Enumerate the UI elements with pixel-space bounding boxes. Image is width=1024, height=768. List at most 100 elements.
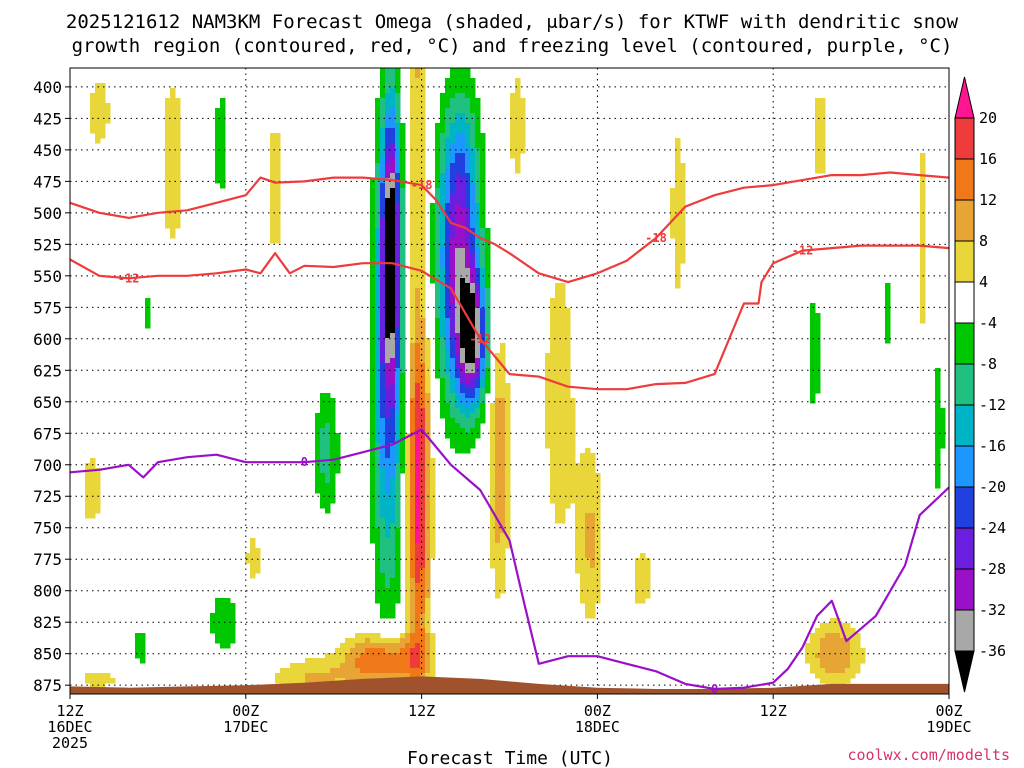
omega-cell	[175, 178, 181, 184]
omega-cell	[490, 483, 496, 489]
omega-cell	[440, 223, 446, 229]
omega-cell	[595, 488, 601, 494]
omega-cell	[935, 403, 941, 409]
omega-cell	[520, 113, 526, 119]
omega-cell	[445, 168, 451, 174]
omega-cell	[635, 563, 641, 569]
omega-cell	[500, 408, 506, 414]
omega-cell	[325, 438, 331, 444]
omega-cell	[400, 403, 406, 409]
omega-cell	[810, 373, 816, 379]
omega-cell	[385, 378, 391, 384]
omega-cell	[315, 443, 321, 449]
omega-cell	[640, 598, 646, 604]
omega-cell	[545, 438, 551, 444]
freezing-level-label: 0	[711, 682, 718, 696]
omega-cell	[450, 103, 456, 109]
omega-cell	[220, 138, 226, 144]
omega-cell	[830, 623, 836, 629]
omega-cell	[465, 348, 471, 354]
omega-cell	[460, 88, 466, 94]
omega-cell	[140, 643, 146, 649]
omega-cell	[165, 128, 171, 134]
omega-cell	[375, 473, 381, 479]
omega-cell	[330, 678, 336, 684]
omega-cell	[410, 228, 416, 234]
omega-cell	[445, 363, 451, 369]
omega-cell	[395, 168, 401, 174]
omega-cell	[550, 413, 556, 419]
omega-cell	[360, 673, 366, 679]
omega-cell	[545, 418, 551, 424]
omega-cell	[385, 358, 391, 364]
omega-cell	[395, 378, 401, 384]
omega-cell	[555, 498, 561, 504]
omega-cell	[385, 563, 391, 569]
omega-cell	[455, 278, 461, 284]
omega-cell	[370, 263, 376, 269]
omega-cell	[175, 148, 181, 154]
omega-cell	[165, 193, 171, 199]
omega-cell	[420, 248, 426, 254]
omega-cell	[220, 173, 226, 179]
omega-cell	[570, 483, 576, 489]
omega-cell	[480, 208, 486, 214]
omega-cell	[400, 353, 406, 359]
omega-cell	[420, 538, 426, 544]
omega-cell	[815, 153, 821, 159]
omega-cell	[385, 323, 391, 329]
omega-cell	[675, 183, 681, 189]
omega-cell	[390, 473, 396, 479]
omega-cell	[340, 668, 346, 674]
omega-cell	[420, 563, 426, 569]
omega-cell	[430, 658, 436, 664]
omega-cell	[90, 98, 96, 104]
omega-cell	[455, 428, 461, 434]
omega-cell	[420, 463, 426, 469]
omega-cell	[465, 368, 471, 374]
omega-cell	[380, 488, 386, 494]
omega-cell	[175, 108, 181, 114]
omega-cell	[405, 498, 411, 504]
omega-cell	[505, 383, 511, 389]
omega-cell	[320, 423, 326, 429]
omega-cell	[475, 133, 481, 139]
omega-cell	[490, 538, 496, 544]
omega-cell	[420, 488, 426, 494]
omega-cell	[920, 238, 926, 244]
omega-cell	[375, 373, 381, 379]
omega-cell	[465, 383, 471, 389]
omega-cell	[375, 118, 381, 124]
omega-cell	[410, 348, 416, 354]
omega-cell	[850, 648, 856, 654]
omega-cell	[445, 423, 451, 429]
omega-cell	[270, 198, 276, 204]
omega-cell	[230, 638, 236, 644]
omega-cell	[390, 443, 396, 449]
omega-cell	[400, 663, 406, 669]
omega-cell	[680, 218, 686, 224]
omega-cell	[330, 423, 336, 429]
omega-cell	[395, 643, 401, 649]
omega-cell	[385, 613, 391, 619]
omega-cell	[465, 428, 471, 434]
omega-cell	[485, 263, 491, 269]
omega-cell	[445, 228, 451, 234]
omega-cell	[400, 183, 406, 189]
omega-cell	[395, 553, 401, 559]
omega-cell	[415, 438, 421, 444]
omega-cell	[365, 633, 371, 639]
omega-cell	[445, 343, 451, 349]
omega-cell	[560, 338, 566, 344]
omega-cell	[390, 233, 396, 239]
omega-cell	[465, 333, 471, 339]
omega-cell	[395, 543, 401, 549]
omega-cell	[410, 483, 416, 489]
omega-cell	[935, 463, 941, 469]
omega-cell	[450, 393, 456, 399]
omega-cell	[430, 643, 436, 649]
omega-cell	[640, 553, 646, 559]
omega-cell	[455, 318, 461, 324]
omega-cell	[635, 593, 641, 599]
omega-cell	[95, 508, 101, 514]
